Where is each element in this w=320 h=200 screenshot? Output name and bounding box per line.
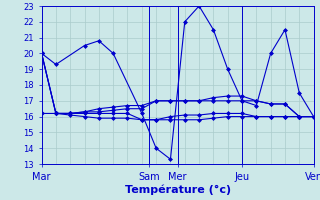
X-axis label: Température (°c): Température (°c)	[124, 184, 231, 195]
